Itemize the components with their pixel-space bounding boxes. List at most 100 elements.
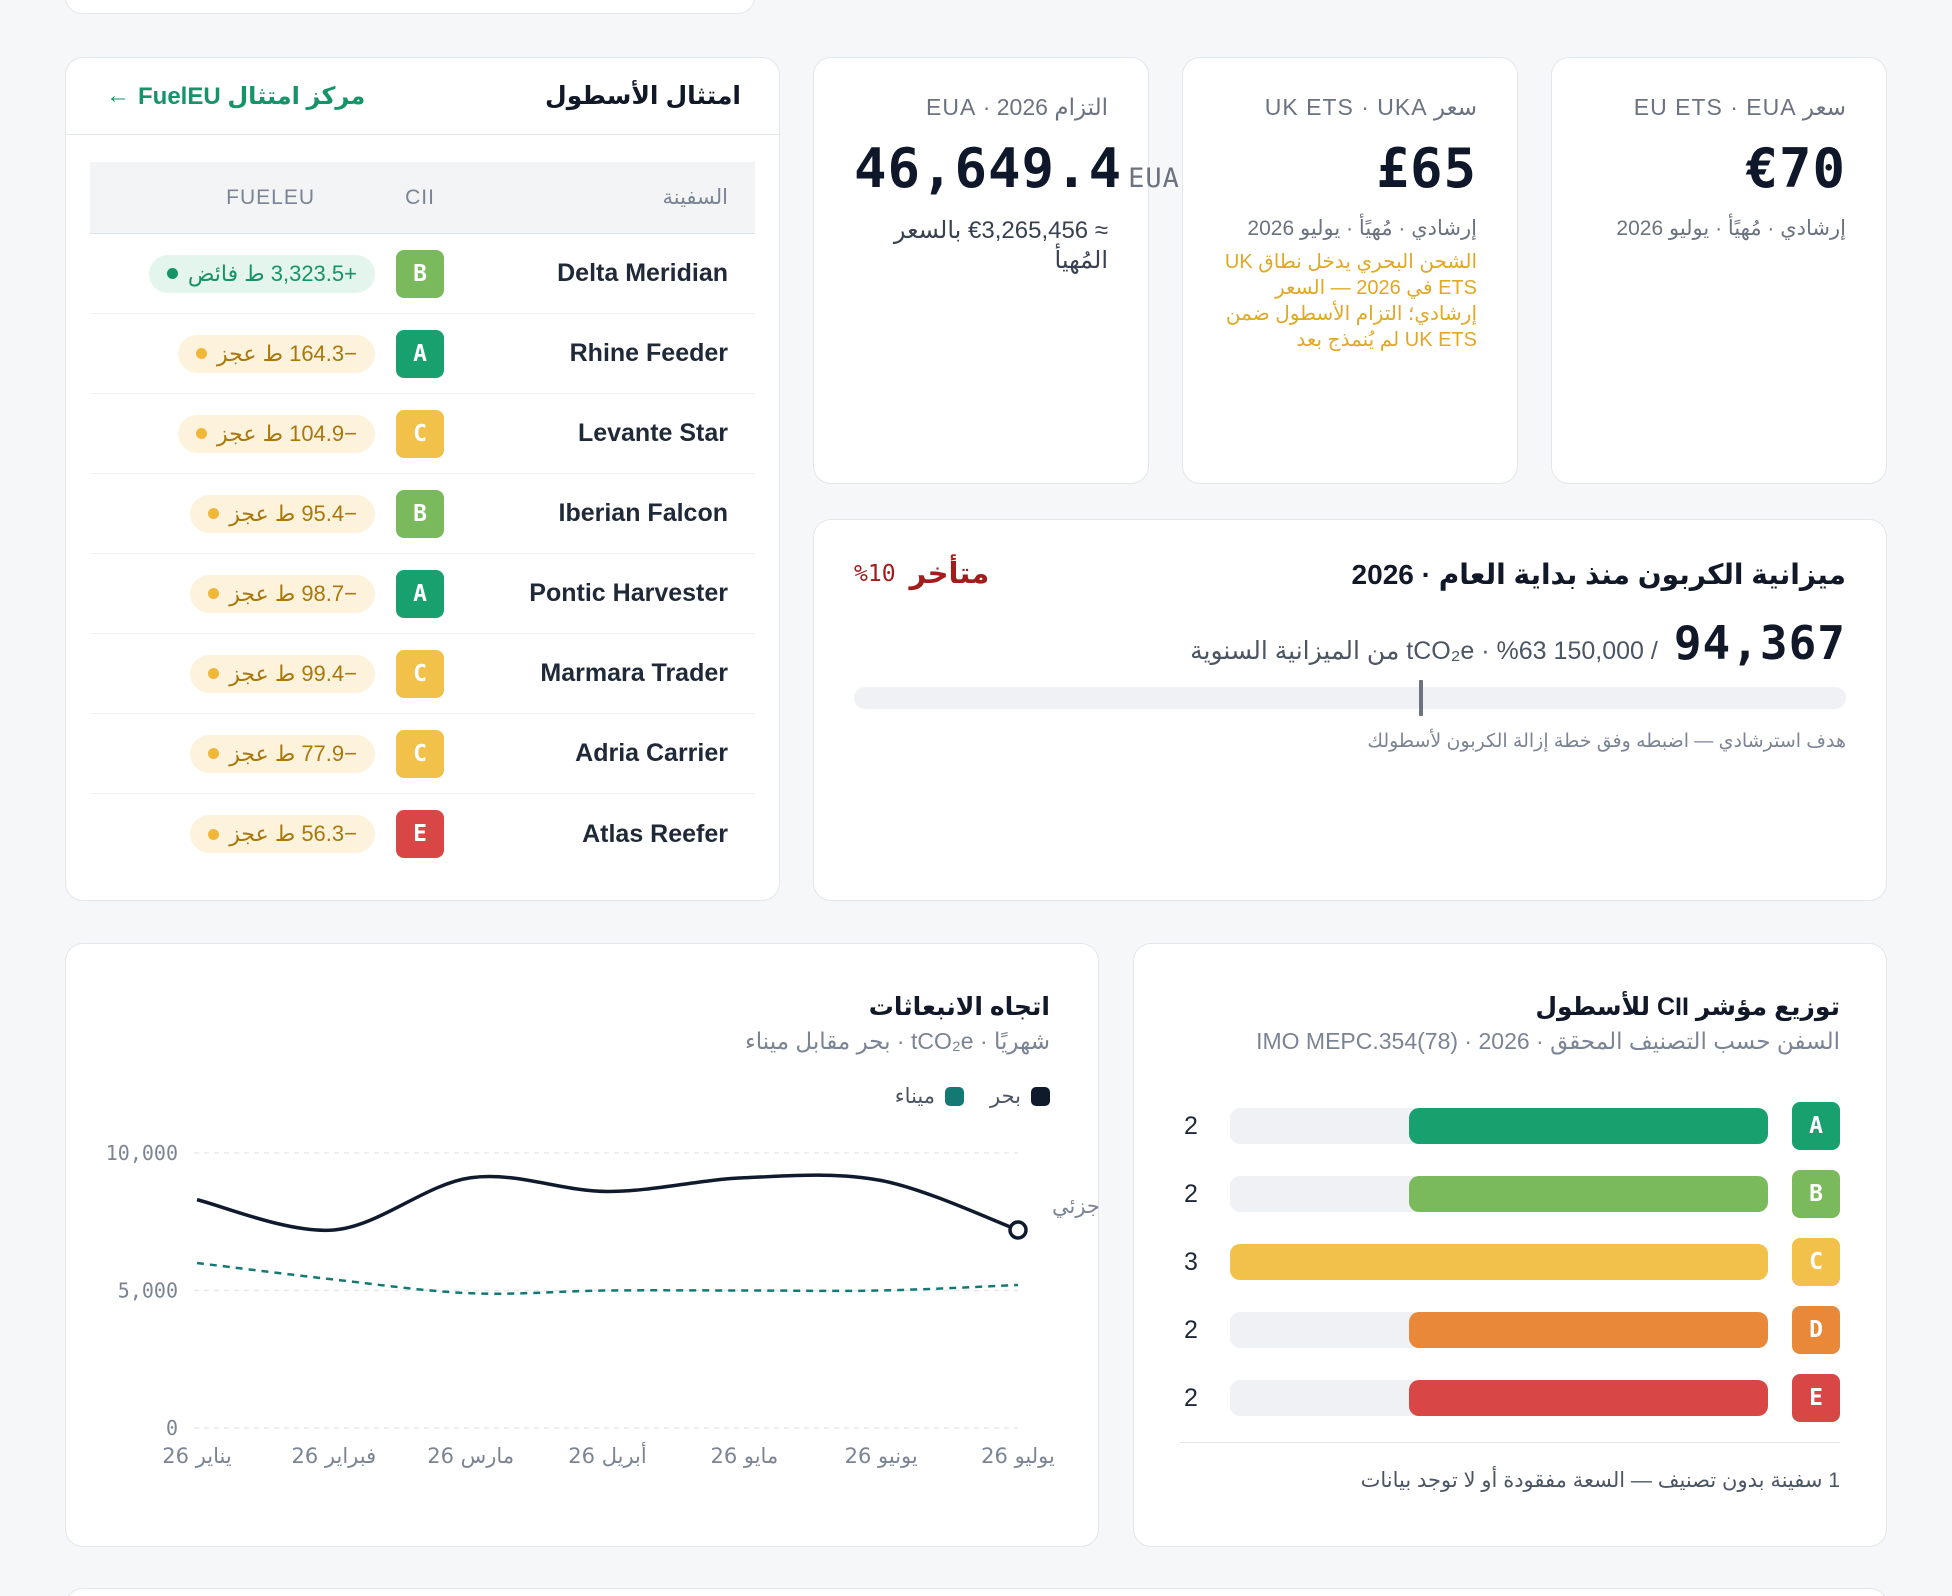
table-row[interactable]: Atlas Reefer E −56.3 ط عجز [90,794,755,874]
x-tick-label: يوليو 26 [981,1444,1055,1468]
cii-cell: C [375,649,465,698]
kpi-unit: EUA [1128,163,1180,194]
cii-grade-badge: A [1792,1102,1840,1150]
cii-cell: E [375,810,465,858]
emissions-line-chart: 0 5,000 10,000 يناير 26 فبراير 26 مارس 26 أبري… [106,1141,1100,1468]
vessel-name: Atlas Reefer [582,819,728,848]
table-row[interactable]: Levante Star C −104.9 ط عجز [90,394,755,474]
status-dot-icon [208,748,220,759]
fleet-compliance-header: امتثال الأسطول مركز امتثال FuelEU ← [66,58,779,135]
table-row[interactable]: Iberian Falcon B −95.4 ط عجز [90,474,755,554]
table-row[interactable]: Delta Meridian B +3,323.5 ط فائض [90,234,755,314]
trend-legend: بحر ميناء [895,1084,1050,1109]
cii-bar-fill [1409,1312,1768,1348]
budget-of-total: / 150,000 tCO₂e · %63 من الميزانية السنو… [1190,637,1658,665]
fueleu-balance-pill: −99.4 ط عجز [190,654,375,693]
fueleu-balance-text: −95.4 ط عجز [229,500,357,526]
legend-item-port[interactable]: ميناء [895,1084,964,1109]
fueleu-balance-pill: −98.7 ط عجز [190,574,375,613]
cii-bar-track [1230,1380,1768,1416]
table-row[interactable]: Adria Carrier C −77.9 ط عجز [90,714,755,794]
fueleu-center-link-label: مركز امتثال FuelEU [138,82,366,110]
fueleu-balance-pill: −95.4 ط عجز [190,494,375,533]
fueleu-balance-text: +3,323.5 ط فائض [187,260,357,286]
legend-item-sea[interactable]: بحر [990,1084,1050,1109]
budget-title: ميزانية الكربون منذ بداية العام · 2026 [1351,559,1846,590]
fueleu-cell: −104.9 ط عجز [90,414,375,453]
budget-target-marker [1419,680,1424,716]
kpi-card-eua-obligation: التزام 2026 · EUA 46,649.4 EUA ≈ €3,265,4… [813,57,1180,484]
table-row[interactable]: Marmara Trader C −99.4 ط عجز [90,634,755,714]
x-tick-label: يناير 26 [162,1444,232,1468]
cii-grade-badge: B [396,249,444,298]
fueleu-balance-pill: −104.9 ط عجز [178,414,375,453]
cii-bar-count: 2 [1184,1179,1198,1208]
kpi-subtitle: إرشادي · مُهيًأ · يوليو 2026 [1247,217,1477,240]
vessel-name: Adria Carrier [575,739,728,767]
kpi-value: £65 [1376,137,1477,200]
series-line-port [196,1261,1019,1295]
fueleu-balance-text: −99.4 ط عجز [229,660,357,686]
cii-grade-badge: A [396,569,444,618]
cii-distribution-card: توزيع مؤشر CII للأسطول السفن حسب التصنيف… [1133,943,1887,1547]
table-row[interactable]: Rhine Feeder A −164.3 ط عجز [90,314,755,394]
fueleu-center-link[interactable]: مركز امتثال FuelEU ← [106,82,365,111]
fueleu-balance-text: −56.3 ط عجز [229,821,357,846]
status-dot-icon [208,828,220,840]
y-tick-label: 10,000 [106,1141,178,1165]
fueleu-cell: −95.4 ط عجز [90,494,375,533]
fleet-compliance-card: امتثال الأسطول مركز امتثال FuelEU ← السف… [65,57,780,901]
cii-grade-badge: A [396,329,444,378]
fleet-table-body: Delta Meridian B +3,323.5 ط فائض Rhine Feed… [90,234,755,874]
legend-label-port: ميناء [894,1085,935,1108]
kpi-value: 46,649.4 EUA [854,137,1180,200]
cii-grade-badge: E [1792,1374,1840,1422]
fueleu-balance-pill: −164.3 ط عجز [178,334,375,373]
cii-bar-fill [1409,1176,1768,1212]
vessel-name: Marmara Trader [540,659,728,687]
cii-bar-count: 2 [1184,1383,1198,1412]
cii-bar-track [1230,1312,1768,1348]
legend-swatch-sea [1031,1087,1050,1106]
x-tick-label: فبراير 26 [292,1444,377,1468]
budget-note: هدف استرشادي — اضبطه وفق خطة إزالة الكرب… [1367,731,1846,752]
cii-cell: A [375,329,465,378]
fueleu-balance-text: −77.9 ط عجز [229,740,357,766]
cii-grade-badge: D [1792,1306,1840,1354]
trend-subtitle: شهريًا · tCO₂e · بحر مقابل ميناء [744,1028,1050,1054]
table-row[interactable]: Pontic Harvester A −98.7 ط عجز [90,554,755,634]
status-dot-icon [166,268,178,279]
header-vessel: السفينة [662,186,728,209]
header-cii: CII [405,185,435,209]
kpi-label: التزام 2026 · EUA [926,94,1108,120]
cii-distribution-footnote: 1 سفينة بدون تصنيف — السعة مفقودة أو لا … [1360,1469,1840,1492]
vessel-name: Iberian Falcon [558,499,728,527]
vessel-name: Delta Meridian [557,259,728,287]
kpi-card-eua-price: سعر EU ETS · EUA €70 إرشادي · مُهيًأ · ي… [1551,57,1887,484]
fleet-compliance-title: امتثال الأسطول [545,82,741,110]
kpi-label: سعر EU ETS · EUA [1633,94,1846,120]
fueleu-cell: −56.3 ط عجز [90,815,375,853]
cii-grade-badge: C [1792,1238,1840,1286]
cii-cell: C [375,729,465,778]
fueleu-balance-pill: −77.9 ط عجز [190,734,375,773]
cii-bar-fill [1230,1244,1768,1280]
cii-distribution-subtitle: السفن حسب التصنيف المحقق · 2026 · IMO ME… [1256,1028,1840,1054]
legend-swatch-port [945,1087,964,1106]
partial-month-point [1008,1220,1028,1240]
budget-usage: 94,367 / 150,000 tCO₂e · %63 من الميزاني… [1190,616,1846,670]
kpi-subtitle: إرشادي · مُهيًأ · يوليو 2026 [1616,217,1846,240]
arrow-left-icon: ← [106,82,130,109]
cii-bar-fill [1409,1380,1768,1416]
status-dot-icon [196,428,208,439]
vessel-name: Rhine Feeder [569,339,728,367]
cii-grade-badge: C [396,409,444,458]
kpi-warning: الشحن البحري يدخل نطاق UK ETS في 2026 — … [1224,251,1477,351]
status-dot-icon [196,348,208,359]
cii-cell: A [375,569,465,618]
partial-month-label: جزئي [1052,1194,1100,1218]
vessel-name: Levante Star [577,419,728,447]
